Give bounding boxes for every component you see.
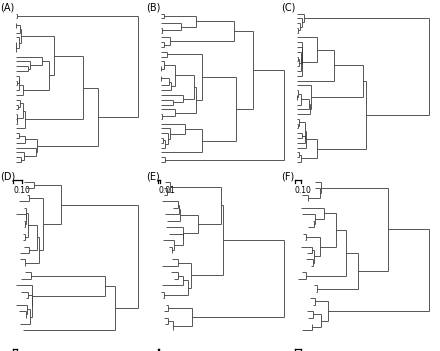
Text: (A): (A) <box>0 3 15 13</box>
Text: (D): (D) <box>0 171 16 181</box>
Text: (E): (E) <box>146 171 159 181</box>
Text: 0.10: 0.10 <box>13 186 30 195</box>
Text: (C): (C) <box>281 3 296 13</box>
Text: (F): (F) <box>281 171 294 181</box>
Text: 0.01: 0.01 <box>158 186 175 195</box>
Text: 0.10: 0.10 <box>295 186 312 195</box>
Text: (B): (B) <box>146 3 160 13</box>
